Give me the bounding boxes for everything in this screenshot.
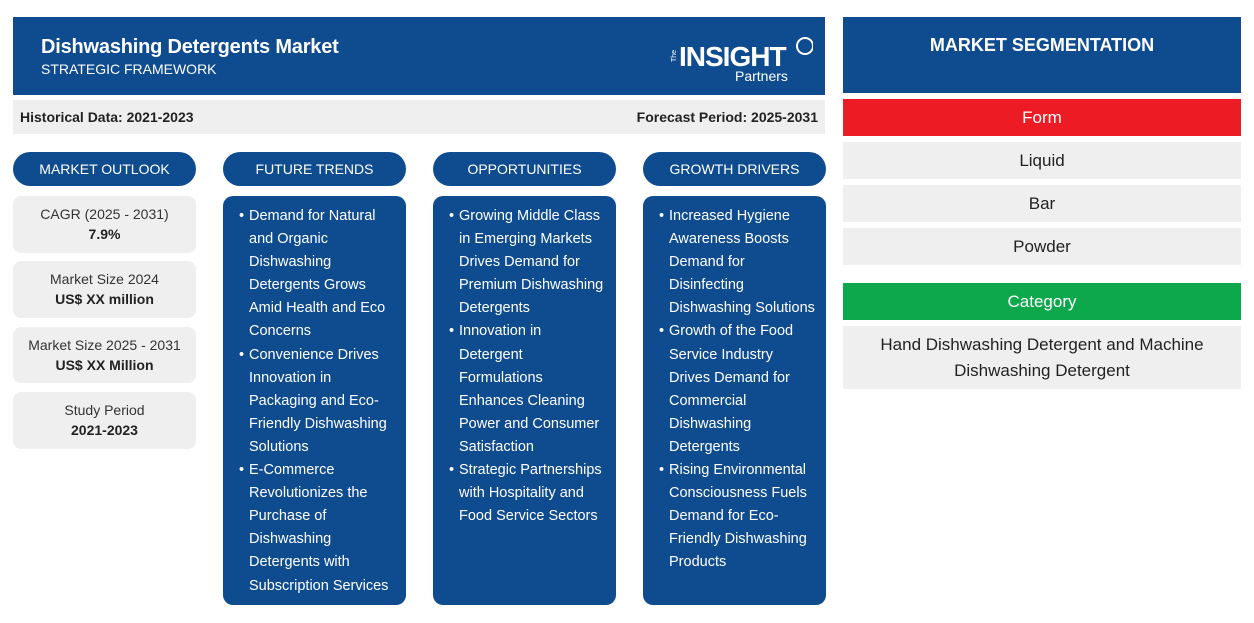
opportunities-list: Growing Middle Class in Emerging Markets… (433, 196, 616, 528)
list-item: Growing Middle Class in Emerging Markets… (449, 205, 608, 320)
stat-study-period: Study Period 2021-2023 (13, 392, 196, 449)
stat-value: US$ XX Million (55, 357, 154, 373)
stat-value: 7.9% (88, 226, 121, 242)
growth-drivers-heading: GROWTH DRIVERS (643, 152, 826, 186)
svg-text:The: The (671, 50, 678, 62)
segment-item-category: Hand Dishwashing Detergent and Machine D… (843, 326, 1241, 389)
list-item: Strategic Partnerships with Hospitality … (449, 459, 608, 528)
stat-value: 2021-2023 (71, 422, 138, 438)
segment-category-heading: Category (843, 283, 1241, 320)
segment-form-heading: Form (843, 99, 1241, 136)
growth-drivers-box: Increased Hygiene Awareness Boosts Deman… (643, 196, 826, 605)
stat-label: Study Period (64, 402, 145, 418)
market-outlook-heading: MARKET OUTLOOK (13, 152, 196, 186)
growth-drivers-list: Increased Hygiene Awareness Boosts Deman… (643, 196, 826, 575)
segment-item-liquid: Liquid (843, 142, 1241, 179)
list-item: E-Commerce Revolutionizes the Purchase o… (239, 459, 398, 598)
opportunities-box: Growing Middle Class in Emerging Markets… (433, 196, 616, 605)
insight-partners-logo: The INSIGHT Partners (671, 37, 813, 84)
historical-period: Historical Data: 2021-2023 (20, 109, 194, 125)
stat-market-size-2024: Market Size 2024 US$ XX million (13, 261, 196, 318)
list-item: Rising Environmental Consciousness Fuels… (659, 459, 818, 574)
stat-value: US$ XX million (55, 291, 154, 307)
report-header: Dishwashing Detergents Market STRATEGIC … (13, 17, 825, 95)
list-item: Demand for Natural and Organic Dishwashi… (239, 205, 398, 344)
opportunities-heading: OPPORTUNITIES (433, 152, 616, 186)
future-trends-box: Demand for Natural and Organic Dishwashi… (223, 196, 406, 605)
list-item: Convenience Drives Innovation in Packagi… (239, 344, 398, 459)
segment-item-powder: Powder (843, 228, 1241, 265)
report-title: Dishwashing Detergents Market (41, 36, 339, 58)
forecast-period: Forecast Period: 2025-2031 (636, 109, 818, 125)
svg-text:INSIGHT: INSIGHT (679, 41, 786, 72)
stat-label: Market Size 2025 - 2031 (28, 337, 181, 353)
stat-label: Market Size 2024 (50, 271, 159, 287)
stat-label: CAGR (2025 - 2031) (40, 206, 169, 222)
svg-text:Partners: Partners (735, 68, 788, 84)
stat-market-size-forecast: Market Size 2025 - 2031 US$ XX Million (13, 327, 196, 383)
future-trends-list: Demand for Natural and Organic Dishwashi… (223, 196, 406, 598)
report-subtitle: STRATEGIC FRAMEWORK (41, 61, 217, 77)
segment-item-bar: Bar (843, 185, 1241, 222)
list-item: Growth of the Food Service Industry Driv… (659, 320, 818, 459)
list-item: Increased Hygiene Awareness Boosts Deman… (659, 205, 818, 320)
segmentation-heading: MARKET SEGMENTATION (843, 17, 1241, 93)
period-bar: Historical Data: 2021-2023 Forecast Peri… (13, 100, 825, 134)
future-trends-heading: FUTURE TRENDS (223, 152, 406, 186)
list-item: Innovation in Detergent Formulations Enh… (449, 320, 608, 459)
stat-cagr: CAGR (2025 - 2031) 7.9% (13, 196, 196, 253)
